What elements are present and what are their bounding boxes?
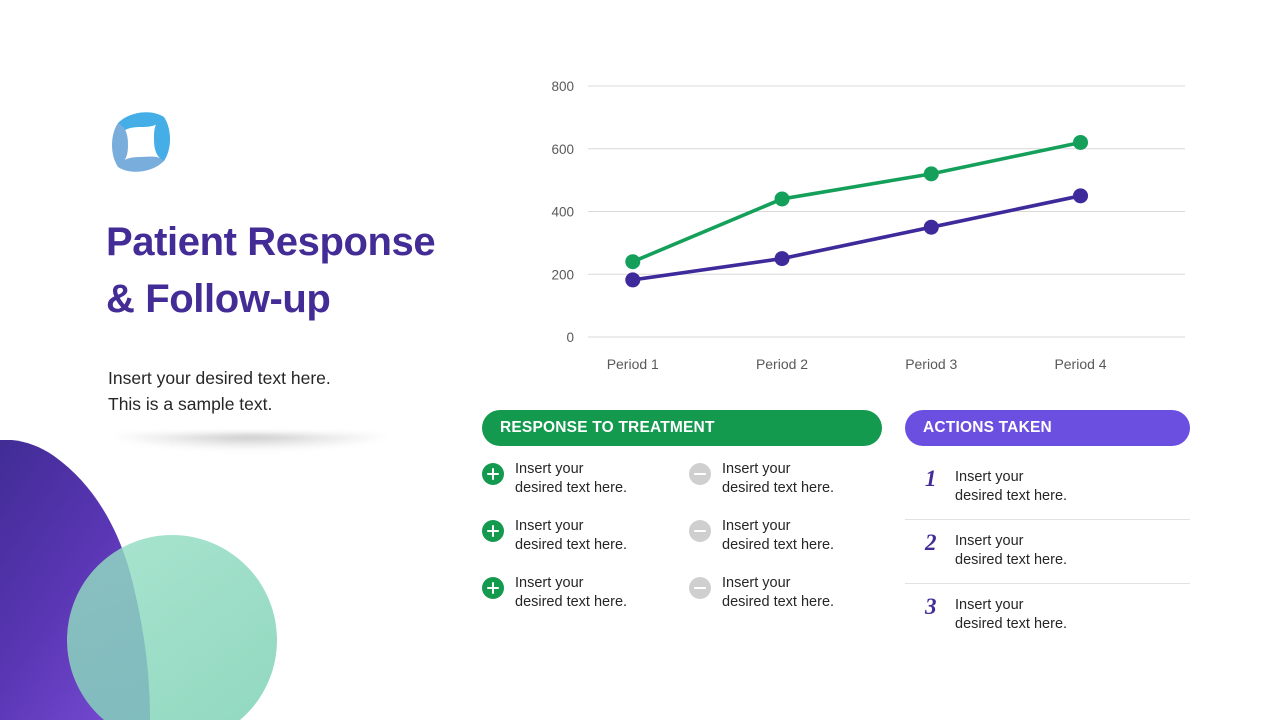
actions-item-line: Insert your (955, 596, 1024, 613)
response-panel-header-label: RESPONSE TO TREATMENT (500, 419, 715, 436)
response-list-item-text: Insert your desired text here. (722, 460, 834, 499)
actions-panel-header-label: ACTIONS TAKEN (923, 419, 1052, 436)
response-list-item-text: Insert your desired text here. (515, 460, 627, 499)
actions-taken-panel: ACTIONS TAKEN 1 Insert your desired text h… (905, 410, 1190, 647)
actions-panel-header: ACTIONS TAKEN (905, 410, 1190, 446)
chart-y-axis-labels: 0 200 400 600 800 (551, 79, 574, 345)
chart-data-point (1073, 134, 1089, 150)
actions-item-line: desired text here. (955, 488, 1068, 505)
chart-x-tick-label: Period 4 (1054, 356, 1106, 372)
chart-x-tick-label: Period 3 (905, 356, 957, 372)
icon-bar-horizontal (694, 473, 706, 476)
actions-item-text: Insert your desired text here. (955, 596, 1067, 635)
response-item-line: desired text here. (515, 594, 628, 611)
line-chart: 0 200 400 600 800 Period 1 Period 2 Period 3 Pe… (480, 55, 1200, 375)
page-title-line-2: & Follow-up (106, 276, 331, 321)
response-list-item[interactable]: Insert your desired text here. (482, 460, 689, 499)
chart-gridlines (588, 85, 1185, 338)
response-item-line: Insert your (515, 574, 584, 591)
decorative-corner-artwork (0, 440, 277, 720)
plus-icon (482, 519, 504, 542)
icon-bar-horizontal (694, 529, 706, 533)
actions-item-number: 3 (925, 593, 937, 619)
response-item-line: Insert your (722, 574, 791, 591)
response-item-line: desired text here. (515, 480, 628, 497)
response-list-item[interactable]: Insert your desired text here. (482, 574, 689, 613)
response-panel-header: RESPONSE TO TREATMENT (482, 410, 882, 446)
mint-circle-shape (67, 535, 277, 720)
actions-item-text: Insert your desired text here. (955, 532, 1067, 571)
chart-series-lines (630, 140, 1083, 282)
response-list-item-text: Insert your desired text here. (515, 517, 627, 556)
response-item-line: Insert your (722, 517, 791, 534)
response-items-grid: Insert your desired text here. Insert your… (482, 460, 882, 613)
intro-paragraph-line-1: Insert your desired text here. (108, 368, 331, 388)
response-list-item[interactable]: Insert your desired text here. (689, 460, 882, 499)
actions-item-line: Insert your (955, 469, 1024, 485)
response-to-treatment-panel: RESPONSE TO TREATMENT Insert your desired… (482, 410, 882, 613)
response-list-item[interactable]: Insert your desired text here. (482, 517, 689, 556)
response-list-item-text: Insert your desired text here. (722, 517, 834, 556)
chart-y-tick-label: 200 (551, 267, 574, 282)
chart-series-line (630, 140, 1083, 264)
soft-shadow-divider (110, 434, 390, 450)
chart-data-point (625, 272, 641, 288)
chart-y-tick-label: 600 (551, 142, 574, 157)
response-item-line: desired text here. (722, 537, 835, 554)
actions-list-item[interactable]: 2 Insert your desired text here. (905, 520, 1190, 584)
purple-blob-shape (0, 440, 150, 720)
actions-list-item[interactable]: 1 Insert your desired text here. (905, 456, 1190, 520)
response-item-line: Insert your (722, 461, 791, 477)
response-item-line: desired text here. (722, 594, 835, 611)
icon-bar-vertical (491, 468, 495, 480)
plus-icon (482, 463, 504, 485)
chart-x-tick-label: Period 2 (756, 356, 808, 372)
intro-paragraph-line-2: This is a sample text. (108, 394, 273, 415)
chart-data-point (923, 166, 939, 182)
chart-data-point (923, 219, 939, 235)
intro-paragraph: Insert your desired text here. This is a… (108, 365, 448, 418)
icon-bar-horizontal (694, 586, 706, 590)
actions-item-number: 2 (925, 529, 937, 555)
response-list-item[interactable]: Insert your desired text here. (689, 574, 882, 613)
response-list-item-text: Insert your desired text here. (515, 574, 627, 613)
chart-data-point (1073, 188, 1089, 204)
actions-list: 1 Insert your desired text here. 2 Insert yo… (905, 456, 1190, 647)
actions-list-item[interactable]: 3 Insert your desired text here. (905, 584, 1190, 647)
minus-icon (689, 519, 711, 542)
actions-item-text: Insert your desired text here. (955, 468, 1067, 507)
response-item-line: Insert your (515, 517, 584, 534)
response-item-line: desired text here. (515, 537, 628, 554)
plus-icon (482, 576, 504, 599)
response-item-line: Insert your (515, 461, 584, 477)
chart-x-tick-label: Period 1 (607, 356, 659, 372)
brand-pinwheel-logo (112, 112, 170, 172)
response-item-line: desired text here. (722, 480, 835, 497)
actions-item-number: 1 (925, 466, 937, 491)
response-list-item-text: Insert your desired text here. (722, 574, 834, 613)
response-list-item[interactable]: Insert your desired text here. (689, 517, 882, 556)
icon-bar-vertical (491, 581, 495, 594)
chart-y-tick-label: 400 (551, 205, 574, 220)
chart-data-point (774, 251, 790, 267)
chart-data-points (625, 134, 1089, 288)
chart-y-tick-label: 0 (566, 330, 574, 345)
minus-icon (689, 463, 711, 485)
actions-item-line: Insert your (955, 532, 1024, 549)
chart-series-line (630, 194, 1083, 282)
page-title: Patient Response & Follow-up (106, 214, 536, 328)
chart-data-point (774, 191, 790, 207)
chart-data-point (625, 254, 641, 270)
chart-y-tick-label: 800 (551, 79, 574, 94)
page-title-line-1: Patient Response (106, 220, 436, 264)
icon-bar-vertical (491, 524, 495, 537)
actions-item-line: desired text here. (955, 552, 1068, 569)
minus-icon (689, 576, 711, 599)
chart-x-axis-labels: Period 1 Period 2 Period 3 Period 4 (607, 356, 1107, 372)
actions-item-line: desired text here. (955, 616, 1068, 633)
